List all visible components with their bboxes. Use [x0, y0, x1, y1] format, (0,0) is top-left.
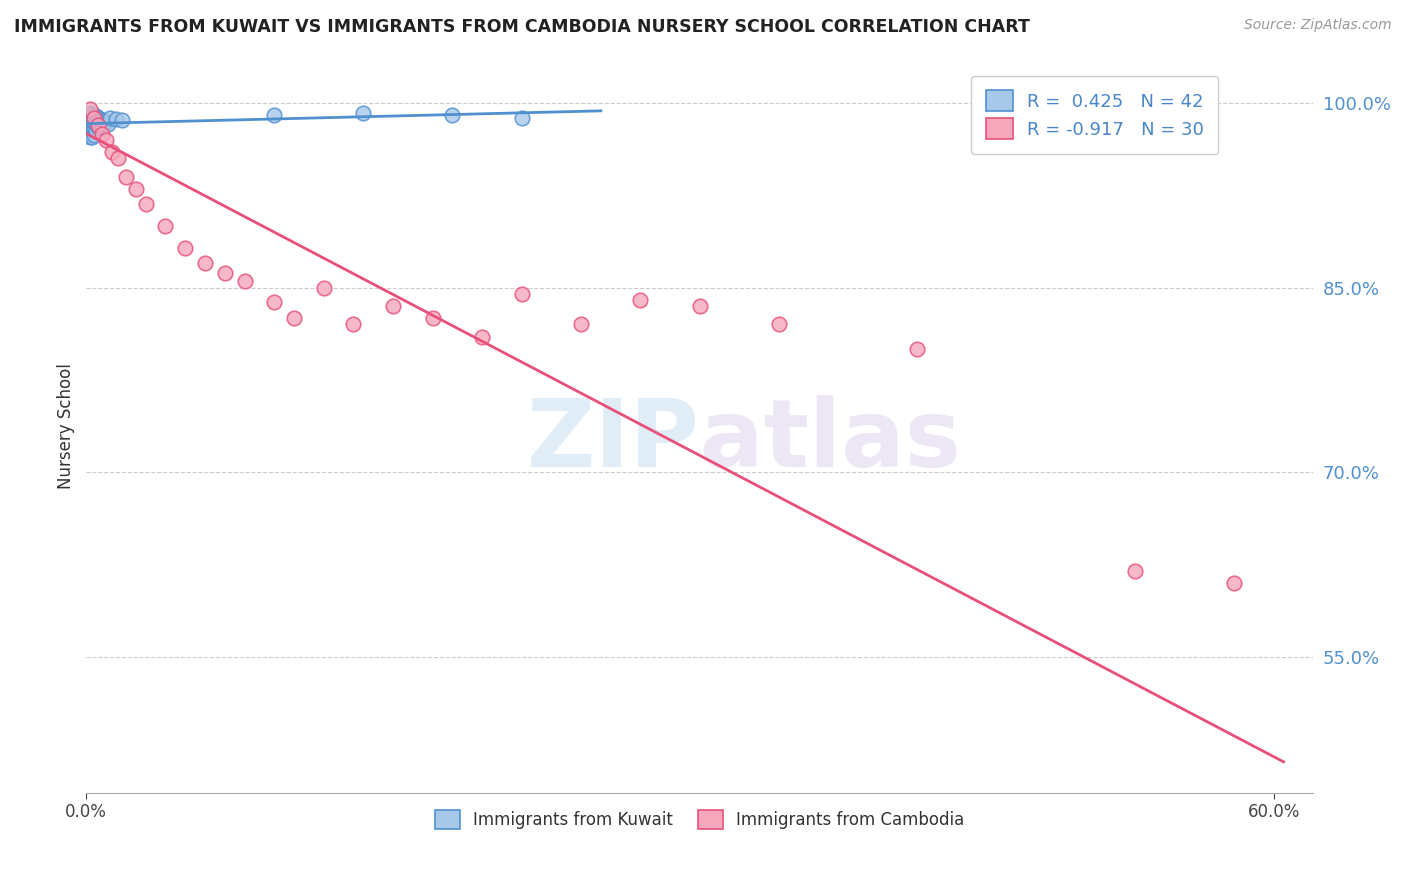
Point: [82, 114, 104, 128]
Point: [79, 123, 101, 137]
Point: [98, 111, 121, 125]
Text: atlas: atlas: [700, 395, 960, 487]
Point: [768, 318, 790, 332]
Point: [94, 133, 117, 147]
Point: [87, 118, 110, 132]
Point: [83, 128, 105, 142]
Y-axis label: Nursery School: Nursery School: [58, 363, 75, 489]
Point: [441, 108, 464, 122]
Point: [101, 145, 124, 159]
Point: [89, 112, 111, 126]
Point: [125, 182, 148, 196]
Point: [510, 286, 533, 301]
Point: [97, 117, 120, 131]
Point: [87, 111, 110, 125]
Point: [79, 130, 101, 145]
Point: [422, 311, 444, 326]
Point: [382, 299, 405, 313]
Point: [628, 293, 651, 307]
Point: [689, 299, 711, 313]
Point: [907, 342, 929, 356]
Point: [569, 318, 592, 332]
Point: [79, 115, 101, 129]
Point: [342, 318, 364, 332]
Point: [87, 120, 110, 135]
Point: [91, 127, 114, 141]
Point: [79, 102, 101, 116]
Point: [84, 109, 107, 123]
Point: [77, 108, 100, 122]
Point: [79, 120, 101, 135]
Point: [283, 311, 305, 326]
Point: [214, 266, 236, 280]
Point: [263, 108, 285, 122]
Point: [471, 330, 494, 344]
Point: [83, 108, 105, 122]
Point: [83, 111, 105, 125]
Point: [82, 123, 104, 137]
Point: [312, 280, 335, 294]
Point: [82, 130, 104, 145]
Text: Source: ZipAtlas.com: Source: ZipAtlas.com: [1244, 18, 1392, 32]
Point: [83, 112, 105, 127]
Point: [510, 111, 533, 125]
Point: [91, 112, 114, 127]
Point: [174, 241, 197, 255]
Point: [91, 118, 114, 132]
Point: [77, 114, 100, 128]
Point: [82, 107, 104, 121]
Point: [82, 127, 104, 141]
Text: ZIP: ZIP: [527, 395, 700, 487]
Point: [82, 111, 104, 125]
Point: [115, 169, 138, 184]
Point: [94, 115, 117, 129]
Point: [84, 119, 107, 133]
Point: [83, 118, 105, 132]
Point: [79, 105, 101, 120]
Point: [79, 127, 101, 141]
Point: [1223, 576, 1246, 591]
Point: [107, 151, 129, 165]
Point: [83, 123, 105, 137]
Point: [87, 115, 110, 129]
Point: [1123, 564, 1146, 578]
Point: [89, 117, 111, 131]
Point: [79, 111, 101, 125]
Text: IMMIGRANTS FROM KUWAIT VS IMMIGRANTS FROM CAMBODIA NURSERY SCHOOL CORRELATION CH: IMMIGRANTS FROM KUWAIT VS IMMIGRANTS FRO…: [14, 18, 1031, 36]
Point: [263, 295, 285, 310]
Point: [84, 124, 107, 138]
Point: [194, 256, 217, 270]
Point: [84, 114, 107, 128]
Point: [93, 114, 115, 128]
Point: [352, 105, 374, 120]
Point: [135, 196, 157, 211]
Point: [233, 274, 256, 288]
Point: [104, 112, 127, 126]
Legend: Immigrants from Kuwait, Immigrants from Cambodia: Immigrants from Kuwait, Immigrants from …: [429, 803, 972, 836]
Point: [155, 219, 177, 233]
Point: [82, 118, 104, 132]
Point: [111, 112, 134, 127]
